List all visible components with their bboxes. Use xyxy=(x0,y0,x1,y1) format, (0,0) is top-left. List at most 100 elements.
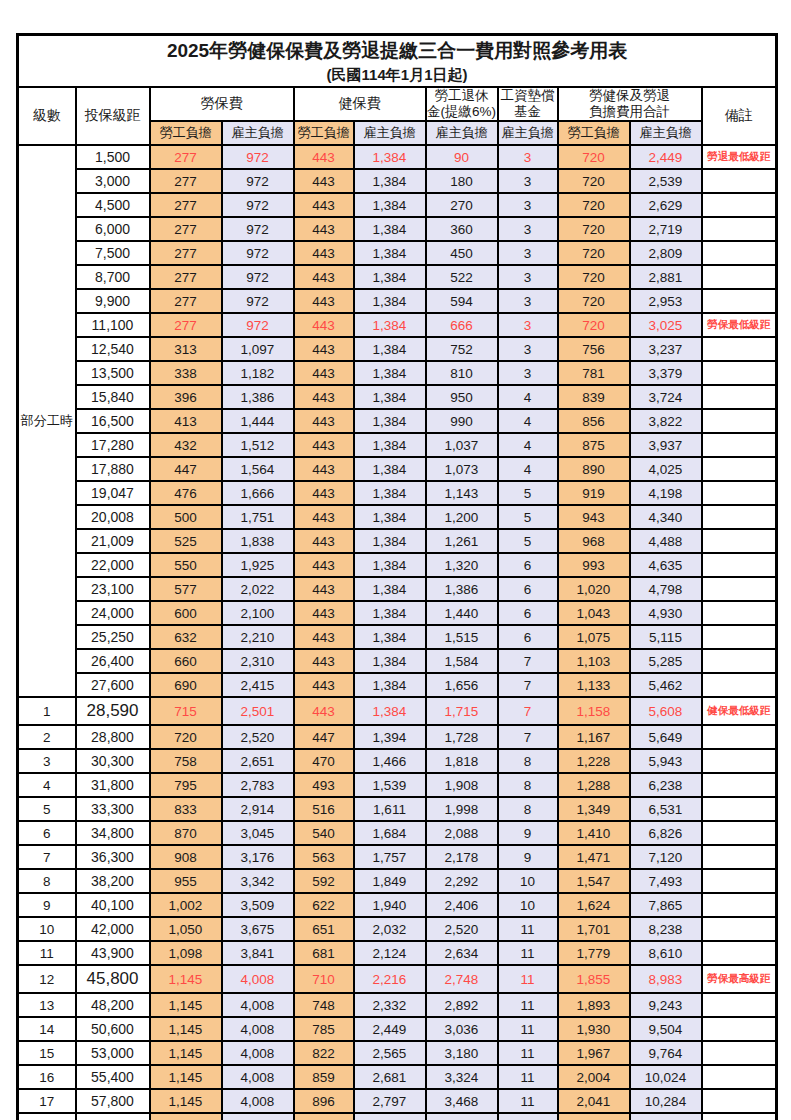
cell-labor-employer: 2,501 xyxy=(222,697,294,725)
cell-total-worker: 1,020 xyxy=(558,577,630,601)
cell-total-worker: 890 xyxy=(558,457,630,481)
group-header-total: 勞健保及勞退 負擔費用合計 xyxy=(558,87,702,121)
cell-total-worker: 720 xyxy=(558,265,630,289)
cell-labor-employer: 3,509 xyxy=(222,893,294,917)
cell-total-employer: 3,379 xyxy=(630,361,702,385)
table-row: 128,5907152,5014431,3841,71571,1585,608健… xyxy=(18,697,777,725)
cell-health-employer: 1,384 xyxy=(354,385,426,409)
sub-header-labor-employer: 雇主負擔 xyxy=(222,121,294,145)
cell-pension-employer: 1,440 xyxy=(426,601,498,625)
sub-header-total-worker: 勞工負擔 xyxy=(558,121,630,145)
cell-remark xyxy=(702,289,777,313)
cell-total-employer: 4,340 xyxy=(630,505,702,529)
cell-health-worker: 443 xyxy=(294,577,354,601)
total-header-line2: 負擔費用合計 xyxy=(559,104,701,120)
cell-wage-fund-employer: 11 xyxy=(498,1113,558,1120)
cell-pension-employer: 3,036 xyxy=(426,1017,498,1041)
cell-wage-fund-employer: 11 xyxy=(498,941,558,965)
cell-health-employer: 1,611 xyxy=(354,797,426,821)
cell-bracket: 17,880 xyxy=(76,457,150,481)
cell-labor-worker: 870 xyxy=(150,821,222,845)
cell-pension-employer: 2,088 xyxy=(426,821,498,845)
pension-header-line2: 金(提繳6%) xyxy=(427,104,497,120)
cell-health-worker: 443 xyxy=(294,601,354,625)
cell-wage-fund-employer: 5 xyxy=(498,505,558,529)
table-row: 1450,6001,1454,0087852,4493,036111,9309,… xyxy=(18,1017,777,1041)
cell-labor-worker: 758 xyxy=(150,749,222,773)
table-row: 940,1001,0023,5096221,9402,406101,6247,8… xyxy=(18,893,777,917)
cell-wage-fund-employer: 5 xyxy=(498,529,558,553)
table-row: 1042,0001,0503,6756512,0322,520111,7018,… xyxy=(18,917,777,941)
cell-remark xyxy=(702,869,777,893)
cell-total-worker: 1,855 xyxy=(558,965,630,993)
cell-health-employer: 1,384 xyxy=(354,577,426,601)
cell-total-employer: 6,531 xyxy=(630,797,702,821)
table-row: 7,5002779724431,38445037202,809 xyxy=(18,241,777,265)
cell-remark xyxy=(702,505,777,529)
cell-health-worker: 443 xyxy=(294,553,354,577)
cell-labor-worker: 447 xyxy=(150,457,222,481)
cell-health-employer: 1,384 xyxy=(354,649,426,673)
cell-wage-fund-employer: 8 xyxy=(498,773,558,797)
cell-health-employer: 1,384 xyxy=(354,145,426,169)
cell-labor-employer: 972 xyxy=(222,193,294,217)
cell-wage-fund-employer: 8 xyxy=(498,797,558,821)
wage-fund-header-line2: 基金 xyxy=(499,104,557,120)
cell-labor-employer: 1,751 xyxy=(222,505,294,529)
cell-labor-employer: 4,008 xyxy=(222,1089,294,1113)
cell-total-employer: 4,930 xyxy=(630,601,702,625)
cell-bracket: 43,900 xyxy=(76,941,150,965)
cell-pension-employer: 2,892 xyxy=(426,993,498,1017)
cell-total-worker: 1,349 xyxy=(558,797,630,821)
cell-health-employer: 1,384 xyxy=(354,673,426,697)
pension-header-line1: 勞工退休 xyxy=(427,88,497,104)
cell-total-worker: 875 xyxy=(558,433,630,457)
cell-wage-fund-employer: 3 xyxy=(498,193,558,217)
cell-total-employer: 3,822 xyxy=(630,409,702,433)
cell-health-worker: 470 xyxy=(294,749,354,773)
cell-health-worker: 443 xyxy=(294,217,354,241)
cell-bracket: 57,800 xyxy=(76,1089,150,1113)
cell-total-worker: 1,930 xyxy=(558,1017,630,1041)
cell-level: 13 xyxy=(18,993,76,1017)
cell-labor-employer: 1,444 xyxy=(222,409,294,433)
cell-wage-fund-employer: 3 xyxy=(498,361,558,385)
cell-health-worker: 785 xyxy=(294,1017,354,1041)
table-row: 8,7002779724431,38452237202,881 xyxy=(18,265,777,289)
sub-header-labor-worker: 勞工負擔 xyxy=(150,121,222,145)
cell-health-worker: 563 xyxy=(294,845,354,869)
cell-bracket: 12,540 xyxy=(76,337,150,361)
cell-labor-employer: 972 xyxy=(222,169,294,193)
cell-labor-worker: 277 xyxy=(150,313,222,337)
cell-total-employer: 5,649 xyxy=(630,725,702,749)
cell-health-employer: 2,449 xyxy=(354,1017,426,1041)
table-row: 26,4006602,3104431,3841,58471,1035,285 xyxy=(18,649,777,673)
cell-labor-employer: 2,100 xyxy=(222,601,294,625)
cell-pension-employer: 1,386 xyxy=(426,577,498,601)
cell-labor-employer: 1,564 xyxy=(222,457,294,481)
cell-total-worker: 2,041 xyxy=(558,1089,630,1113)
cell-labor-worker: 690 xyxy=(150,673,222,697)
cell-level: 4 xyxy=(18,773,76,797)
cell-bracket: 27,600 xyxy=(76,673,150,697)
cell-health-employer: 1,384 xyxy=(354,625,426,649)
cell-wage-fund-employer: 5 xyxy=(498,481,558,505)
cell-wage-fund-employer: 11 xyxy=(498,1017,558,1041)
cell-total-employer: 4,488 xyxy=(630,529,702,553)
cell-health-employer: 1,384 xyxy=(354,433,426,457)
table-row: 12,5403131,0974431,38475237563,237 xyxy=(18,337,777,361)
cell-bracket: 20,008 xyxy=(76,505,150,529)
cell-labor-worker: 1,145 xyxy=(150,1065,222,1089)
cell-total-employer: 3,025 xyxy=(630,313,702,337)
cell-total-worker: 1,167 xyxy=(558,725,630,749)
cell-labor-employer: 2,415 xyxy=(222,673,294,697)
cell-health-worker: 443 xyxy=(294,457,354,481)
cell-total-worker: 943 xyxy=(558,505,630,529)
cell-remark xyxy=(702,1065,777,1089)
cell-labor-worker: 396 xyxy=(150,385,222,409)
cell-labor-employer: 1,512 xyxy=(222,433,294,457)
cell-health-worker: 443 xyxy=(294,529,354,553)
cell-labor-employer: 3,045 xyxy=(222,821,294,845)
cell-wage-fund-employer: 3 xyxy=(498,241,558,265)
cell-remark: 健保最低級距 xyxy=(702,697,777,725)
